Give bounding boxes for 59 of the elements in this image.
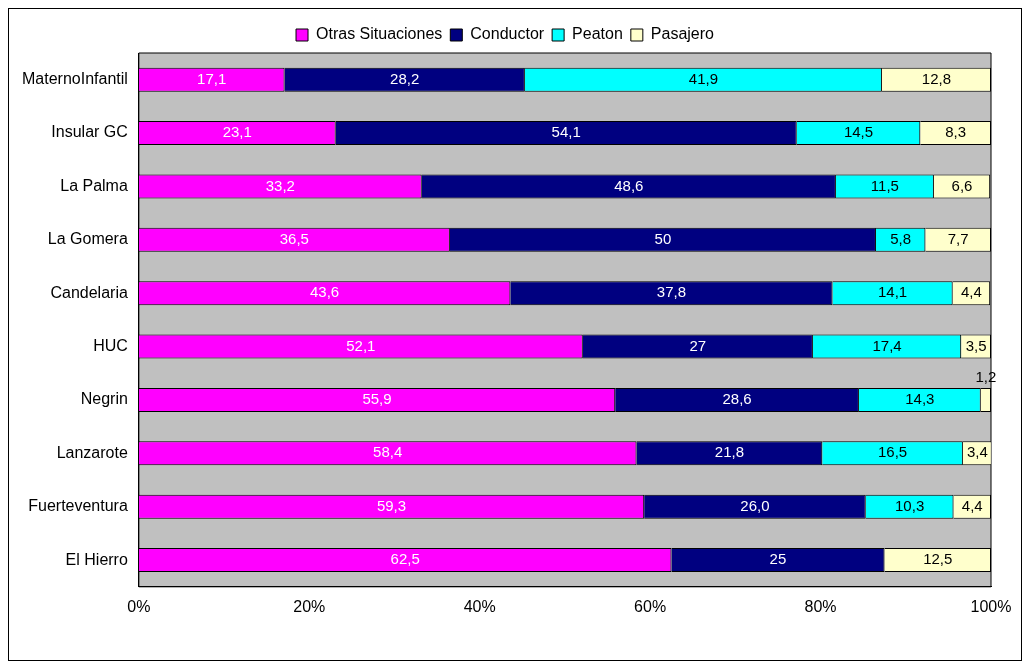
data-label: 54,1 xyxy=(551,123,581,141)
data-label: 21,8 xyxy=(714,443,744,461)
data-label: 33,2 xyxy=(265,176,295,194)
data-label: 17,4 xyxy=(872,336,902,354)
data-label: 48,6 xyxy=(614,176,644,194)
y-tick-label: La Gomera xyxy=(47,230,128,248)
y-tick-label: El Hierro xyxy=(65,550,128,568)
data-label: 28,6 xyxy=(722,390,752,408)
data-label: 4,4 xyxy=(961,496,983,514)
data-label: 12,5 xyxy=(923,550,953,568)
data-label: 3,5 xyxy=(965,336,987,354)
x-tick-label: 100% xyxy=(970,597,1012,615)
data-label: 59,3 xyxy=(376,496,407,514)
data-label: 7,7 xyxy=(947,229,969,247)
data-label: 37,8 xyxy=(656,283,687,301)
data-label: 28,2 xyxy=(390,69,420,87)
y-tick-label: HUC xyxy=(93,337,128,354)
y-tick-label: Negrin xyxy=(80,390,128,408)
data-label: 11,5 xyxy=(870,176,899,194)
data-label: 14,5 xyxy=(843,123,874,141)
data-label: 14,3 xyxy=(905,390,935,408)
data-label: 58,4 xyxy=(373,443,403,461)
data-label: 14,1 xyxy=(877,283,908,301)
data-label: 36,5 xyxy=(279,229,309,247)
y-tick-label: MaternoInfantil xyxy=(21,70,128,88)
data-label: 10,3 xyxy=(895,496,925,514)
data-label: 43,6 xyxy=(310,283,340,301)
data-label: 62,5 xyxy=(390,550,420,568)
x-tick-label: 20% xyxy=(293,597,326,615)
y-tick-label: Insular GC xyxy=(51,123,128,141)
data-label: 23,1 xyxy=(222,123,252,141)
y-tick-label: Fuerteventura xyxy=(28,497,128,515)
y-tick-label: Lanzarote xyxy=(56,443,128,461)
data-label: 5,8 xyxy=(890,229,912,247)
data-label: 12,8 xyxy=(921,69,952,87)
legend-label: Pasajero xyxy=(650,25,715,43)
legend-label: Conductor xyxy=(470,25,545,43)
data-label: 16,5 xyxy=(877,443,908,461)
data-label: 55,9 xyxy=(362,390,392,408)
x-tick-label: 0% xyxy=(127,597,151,615)
data-label: 6,6 xyxy=(951,176,973,194)
data-label: 17,1 xyxy=(197,69,227,87)
legend-label: Peaton xyxy=(572,25,623,43)
legend-label: Otras Situaciones xyxy=(316,25,443,43)
data-label: 27 xyxy=(689,336,707,354)
x-tick-label: 40% xyxy=(463,597,496,615)
data-label: 4,4 xyxy=(960,283,982,301)
data-label: 1,2 xyxy=(975,368,997,386)
y-tick-label: La Palma xyxy=(60,176,128,194)
x-tick-label: 80% xyxy=(804,597,837,615)
data-label: 26,0 xyxy=(740,496,770,514)
data-label: 41,9 xyxy=(688,69,718,87)
data-label: 52,1 xyxy=(346,336,376,354)
data-label: 25 xyxy=(769,550,787,568)
x-tick-label: 60% xyxy=(634,597,667,615)
data-label: 3,4 xyxy=(966,443,988,461)
data-label: 50 xyxy=(654,229,672,247)
data-label: 8,3 xyxy=(945,123,967,141)
y-tick-label: Candelaria xyxy=(50,283,128,301)
